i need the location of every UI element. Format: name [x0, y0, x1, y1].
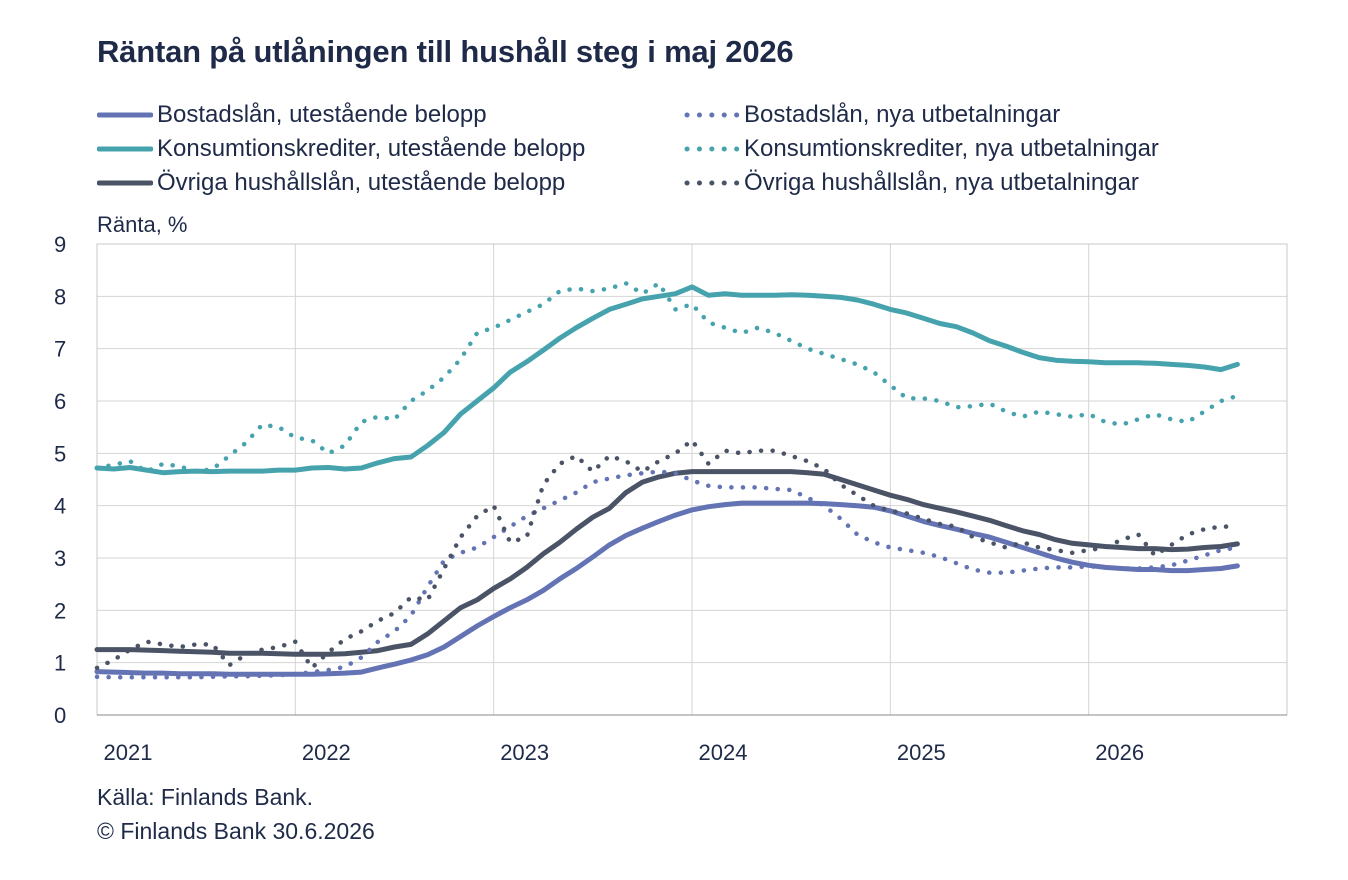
legend-swatch-dotted [684, 112, 740, 118]
y-tick-label: 8 [54, 284, 66, 309]
y-tick-label: 4 [54, 494, 66, 519]
legend-swatch-solid [97, 146, 153, 152]
y-tick-label: 1 [54, 651, 66, 676]
legend-label: Konsumtionskrediter, nya utbetalningar [744, 135, 1159, 162]
legend-swatch-solid [97, 112, 153, 118]
copyright-note: © Finlands Bank 30.6.2026 [97, 818, 375, 844]
series-line-6 [94, 438, 1240, 671]
chart-legend: Bostadslån, utestående belopp Bostadslån… [97, 98, 1297, 208]
y-tick-label: 7 [54, 337, 66, 362]
series-line-1 [94, 500, 1240, 677]
source-note: Källa: Finlands Bank. [97, 784, 314, 810]
y-tick-label: 5 [54, 441, 66, 466]
x-tick-label: 2023 [500, 740, 549, 765]
legend-item-ovriga-nya: Övriga hushållslån, nya utbetalningar [684, 166, 1139, 200]
legend-item-bostadslan-utestaende: Bostadslån, utestående belopp [97, 98, 487, 132]
chart-title: Räntan på utlåningen till hushåll steg i… [97, 34, 794, 69]
x-tick-label: 2022 [302, 740, 351, 765]
legend-label: Övriga hushållslån, nya utbetalningar [744, 169, 1139, 196]
legend-swatch-solid [97, 180, 153, 186]
x-tick-label: 2026 [1095, 740, 1144, 765]
y-tick-label: 3 [54, 546, 66, 571]
legend-label: Bostadslån, utestående belopp [157, 101, 487, 128]
y-tick-label: 9 [54, 232, 66, 257]
legend-item-konsumtionskrediter-nya: Konsumtionskrediter, nya utbetalningar [684, 132, 1159, 166]
legend-item-ovriga-utestaende: Övriga hushållslån, utestående belopp [97, 166, 565, 200]
legend-label: Övriga hushållslån, utestående belopp [157, 169, 566, 196]
y-tick-label: 2 [54, 598, 66, 623]
series-line-3 [94, 284, 1240, 476]
y-tick-label: 6 [54, 389, 66, 414]
legend-item-konsumtionskrediter-utestaende: Konsumtionskrediter, utestående belopp [97, 132, 585, 166]
x-tick-label: 2024 [699, 740, 748, 765]
legend-swatch-dotted [684, 180, 740, 186]
series-line-2 [94, 469, 1240, 680]
series-line-5 [94, 469, 1240, 657]
legend-label: Bostadslån, nya utbetalningar [744, 101, 1061, 128]
y-axis-label: Ränta, % [97, 212, 188, 237]
legend-label: Konsumtionskrediter, utestående belopp [157, 135, 586, 162]
legend-item-bostadslan-nya: Bostadslån, nya utbetalningar [684, 98, 1060, 132]
series-line-4 [94, 281, 1240, 474]
legend-swatch-dotted [684, 146, 740, 152]
x-tick-label: 2021 [104, 740, 153, 765]
y-tick-label: 0 [54, 703, 66, 728]
x-tick-label: 2025 [897, 740, 946, 765]
